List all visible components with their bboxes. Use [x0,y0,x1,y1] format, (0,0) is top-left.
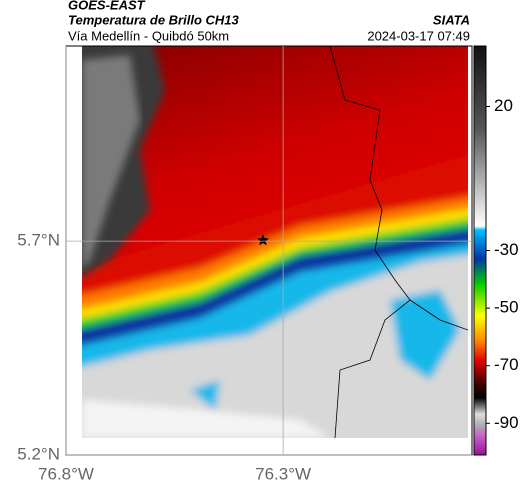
colorbar-tick-label: -50 [494,298,519,317]
colorbar-tick-label: -90 [494,413,519,432]
colorbar-tick-label: -30 [494,240,519,259]
location-marker [257,234,269,246]
colorbar [473,45,487,456]
y-tick-label: 5.2°N [17,444,60,463]
colorbar-tick-label: -70 [494,355,519,374]
source: SIATA [433,12,470,27]
timestamp: 2024-03-17 07:49 [367,28,470,43]
x-tick-label: 76.3°W [255,464,311,483]
y-tick-label: 5.7°N [17,231,60,250]
route: Vía Medellín - Quibdó 50km [68,28,229,43]
product: Temperatura de Brillo CH13 [68,12,240,27]
colorbar-tick-label: 20 [494,96,513,115]
satellite-image [82,46,468,438]
satellite: GOES-EAST [68,0,146,12]
x-tick-label: 76.8°W [38,464,94,483]
